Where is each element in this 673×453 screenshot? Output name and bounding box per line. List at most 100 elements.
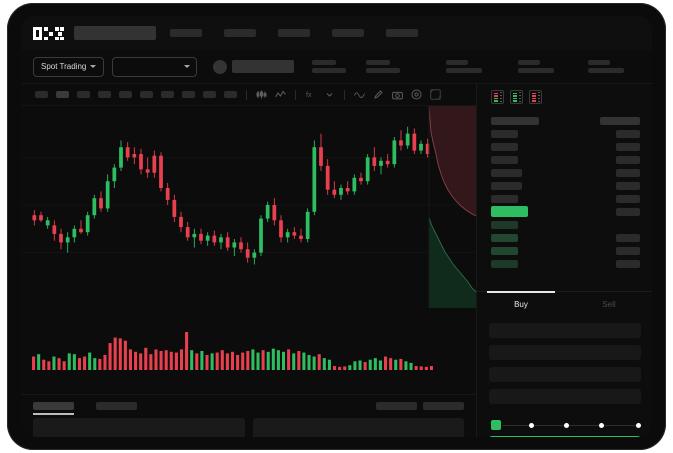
depth-chart-overlay [428,106,476,308]
search-input[interactable] [74,26,156,40]
bottom-tab-active-underline [33,413,74,415]
nav-link-4[interactable] [332,29,364,37]
orderbook-header-row [477,114,652,127]
bottom-tab-1[interactable] [33,401,74,410]
stat-item-1 [312,60,347,73]
fullscreen-icon[interactable] [430,89,441,100]
nav-link-2[interactable] [224,29,256,37]
top-navigation-bar [21,16,652,50]
toolbar-divider [246,89,247,100]
slider-mark-2[interactable] [564,422,569,428]
bottom-panel-1[interactable] [33,418,245,437]
camera-icon[interactable] [392,90,403,100]
volume-chart[interactable] [21,308,476,394]
stat-item-2 [366,60,401,73]
stat-value [446,68,483,73]
timeframe-7[interactable] [161,91,174,98]
pair-avatar [213,59,228,74]
chevron-down-icon [90,65,97,68]
table-row[interactable] [477,179,652,192]
timeframe-5[interactable] [119,91,132,98]
order-field-2[interactable] [489,345,641,360]
toolbar-divider [295,89,296,100]
orderbook-amount-header [600,116,640,125]
candlestick-icon[interactable] [256,90,267,99]
table-row[interactable] [477,192,652,205]
timeframe-2[interactable] [56,91,69,98]
bottom-panel-2[interactable] [252,418,464,437]
slider-mark-3[interactable] [599,422,604,428]
stat-label [446,60,469,65]
nav-link-5[interactable] [386,29,418,37]
volume-chart-svg [32,332,433,370]
timeframe-1[interactable] [35,91,48,98]
market-stats [312,60,625,73]
order-field-4[interactable] [489,389,641,404]
timeframe-6[interactable] [140,91,153,98]
orderbook-both-icon[interactable] [491,90,504,104]
tab-buy[interactable]: Buy [477,291,565,317]
table-row[interactable] [477,153,652,166]
orderbook-asks-icon[interactable] [529,90,542,104]
slider-knob[interactable] [491,420,501,430]
nav-link-1[interactable] [170,29,202,37]
stat-label [588,60,611,65]
logo-letter-o [33,26,42,40]
bottom-tab-2[interactable] [96,401,137,410]
wave-icon[interactable] [354,90,365,99]
logo-letter-k [44,26,53,40]
indicator-icon[interactable]: fx [305,90,316,99]
nav-link-3[interactable] [278,29,310,37]
chevron-down-icon [184,65,191,68]
stat-value [312,68,347,73]
logo-letter-x [55,26,64,40]
table-row[interactable] [477,166,652,179]
orderbook-bids-icon[interactable] [510,90,523,104]
table-row[interactable] [477,244,652,257]
stat-label [312,60,337,65]
order-form [477,317,652,405]
table-row[interactable] [477,127,652,140]
timeframe-4[interactable] [98,91,111,98]
stat-label [518,60,541,65]
slider-mark-4[interactable] [636,422,641,428]
line-chart-icon[interactable] [275,90,286,99]
table-row[interactable] [477,257,652,270]
place-order-button[interactable] [489,436,641,437]
timeframe-10[interactable] [224,91,237,98]
chart-toolbar: fx [21,84,476,106]
table-row[interactable] [477,218,652,231]
spot-trading-mode-select[interactable]: Spot Trading [33,56,105,77]
okx-logo[interactable] [33,26,64,40]
order-field-1[interactable] [489,323,641,338]
pair-stats-bar: Spot Trading [21,50,652,84]
device-screen: Spot Trading [21,16,652,437]
orderbook-current-price-row[interactable] [477,205,652,218]
table-row[interactable] [477,140,652,153]
orderbook-mode-buttons [477,84,652,109]
spot-trading-label: Spot Trading [41,62,87,71]
amount-percentage-slider[interactable] [491,420,641,430]
order-field-3[interactable] [489,367,641,382]
timeframe-3[interactable] [77,91,90,98]
bottom-right-actions [376,401,464,410]
svg-text:fx: fx [306,92,312,99]
tab-sell[interactable]: Sell [602,300,616,309]
bottom-action-1[interactable] [376,401,417,410]
bottom-action-2[interactable] [423,401,464,410]
timeframe-9[interactable] [203,91,216,98]
orderbook-rows [477,109,652,311]
trading-pair-select[interactable] [112,56,198,77]
table-row[interactable] [477,231,652,244]
order-book-panel: Buy Sell [476,84,652,437]
settings-icon[interactable] [411,89,422,100]
candlestick-chart[interactable] [21,106,476,308]
stat-item-4 [518,60,555,73]
slider-mark-1[interactable] [529,422,534,428]
stat-value [366,68,401,73]
bottom-panels [21,418,476,437]
bottom-tab-bar [21,394,476,416]
pencil-icon[interactable] [373,89,384,100]
timeframe-8[interactable] [182,91,195,98]
chevron-down-icon[interactable] [324,90,335,99]
